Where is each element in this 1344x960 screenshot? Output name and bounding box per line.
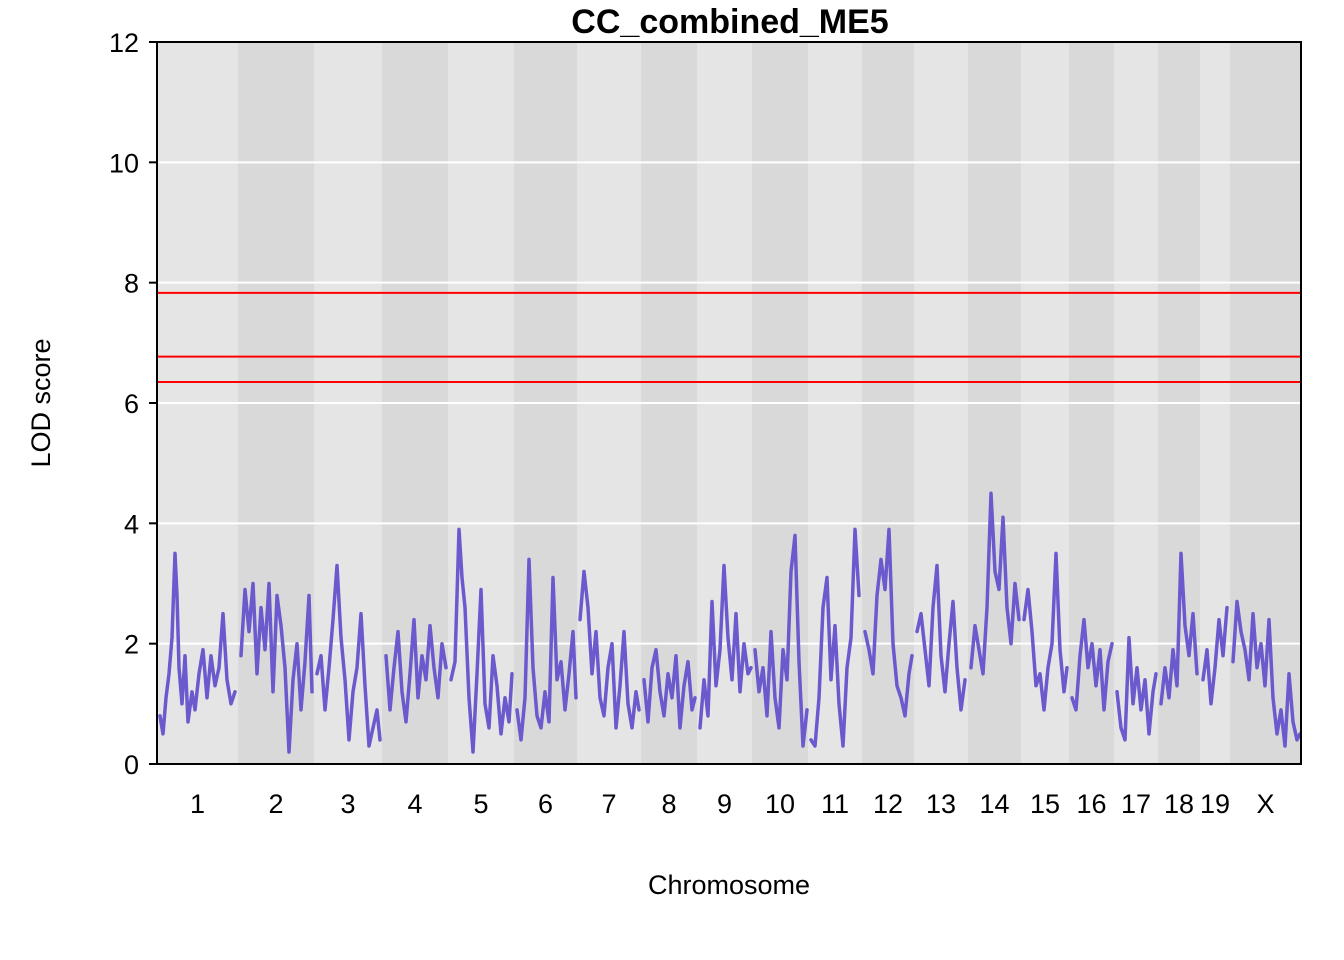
x-tick-label-2: 2 <box>268 789 283 819</box>
lod-curve <box>158 491 1302 754</box>
x-tick-label-15: 15 <box>1030 789 1060 819</box>
y-tick-label-2: 2 <box>124 630 139 660</box>
lod-line-chr-2 <box>239 581 314 754</box>
y-axis-label: LOD score <box>26 338 56 467</box>
x-tick-label-4: 4 <box>407 789 422 819</box>
x-tick-label-12: 12 <box>873 789 903 819</box>
x-tick-label-8: 8 <box>661 789 676 819</box>
lod-line-chr-11 <box>809 527 861 748</box>
x-tick-label-10: 10 <box>765 789 795 819</box>
y-tick-label-12: 12 <box>109 28 139 58</box>
x-tick-label-17: 17 <box>1121 789 1151 819</box>
lod-line-chr-17 <box>1115 635 1158 742</box>
lod-line-chr-12 <box>863 527 914 718</box>
lod-line-chr-15 <box>1022 551 1069 712</box>
x-axis-label: Chromosome <box>648 870 810 900</box>
lod-line-chr-10 <box>753 533 809 748</box>
x-tick-label-18: 18 <box>1164 789 1194 819</box>
threshold-lines <box>157 291 1301 383</box>
x-tick-label-6: 6 <box>538 789 553 819</box>
lod-line-chr-1 <box>158 551 237 736</box>
x-axis: 1 2 3 4 5 6 7 8 9 10 11 12 13 14 15 16 17 18 19 X <box>190 789 1275 819</box>
lod-line-chr-14 <box>969 491 1021 676</box>
x-tick-label-X: X <box>1256 789 1274 819</box>
x-tick-label-19: 19 <box>1200 789 1230 819</box>
chart-title: CC_combined_ME5 <box>571 3 888 41</box>
lod-line-chr-4 <box>384 617 448 724</box>
y-tick-label-10: 10 <box>109 148 139 178</box>
lod-line-chr-6 <box>515 557 578 742</box>
x-tick-label-13: 13 <box>926 789 956 819</box>
lod-line-chr-16 <box>1070 617 1114 712</box>
x-tick-label-16: 16 <box>1076 789 1106 819</box>
y-tick-label-8: 8 <box>124 269 139 299</box>
x-tick-label-7: 7 <box>601 789 616 819</box>
x-tick-label-14: 14 <box>979 789 1009 819</box>
y-tick-label-0: 0 <box>124 750 139 780</box>
lod-line-chr-7 <box>578 569 641 730</box>
lod-line-chr-13 <box>915 563 967 712</box>
x-tick-label-1: 1 <box>190 789 205 819</box>
lod-line-chr-9 <box>698 563 753 730</box>
lod-line-chr-8 <box>642 647 697 730</box>
x-tick-label-9: 9 <box>717 789 732 819</box>
y-axis: 0 2 4 6 8 10 12 <box>109 28 157 780</box>
y-tick-label-4: 4 <box>124 509 139 539</box>
lod-line-chr-3 <box>315 563 382 748</box>
lod-line-chr-19 <box>1201 605 1229 706</box>
y-tick-label-6: 6 <box>124 389 139 419</box>
lod-line-chr-5 <box>449 527 514 754</box>
x-tick-label-5: 5 <box>473 789 488 819</box>
lod-line-chr-18 <box>1159 551 1199 706</box>
x-tick-label-3: 3 <box>340 789 355 819</box>
lod-line-chr-X <box>1231 599 1302 748</box>
x-tick-label-11: 11 <box>821 789 849 819</box>
